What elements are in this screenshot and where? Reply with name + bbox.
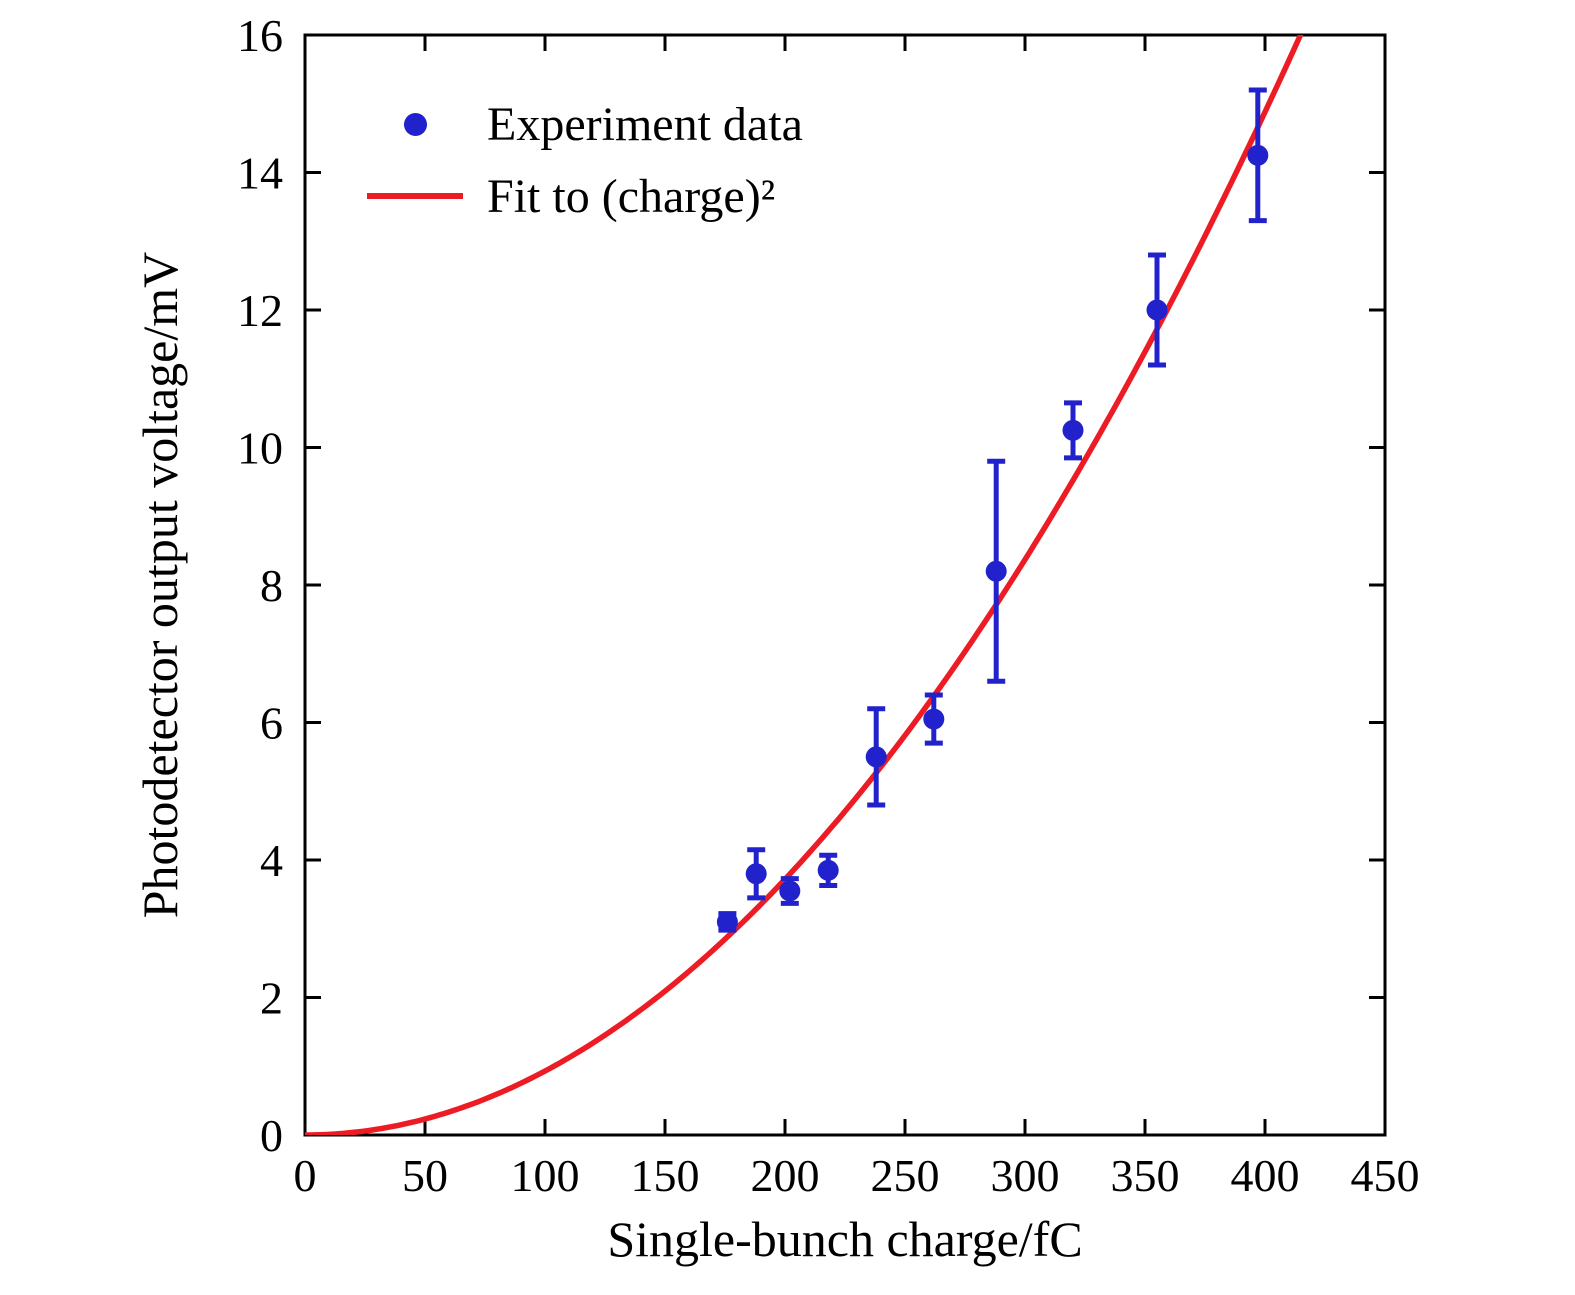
legend-marker-cell bbox=[365, 193, 465, 199]
y-tick-label: 6 bbox=[260, 698, 283, 749]
fit-line-icon bbox=[367, 193, 463, 199]
y-axis-label: Photodetector output voltage/mV bbox=[132, 251, 188, 919]
x-tick-label: 400 bbox=[1231, 1150, 1300, 1201]
x-tick-label: 50 bbox=[402, 1150, 448, 1201]
legend-label-fit: Fit to (charge)² bbox=[487, 169, 776, 223]
y-tick-label: 16 bbox=[237, 10, 283, 61]
data-point bbox=[865, 746, 887, 768]
data-point bbox=[779, 880, 801, 902]
data-point bbox=[985, 560, 1007, 582]
y-tick-label: 0 bbox=[260, 1110, 283, 1161]
legend-label-experiment-data: Experiment data bbox=[487, 97, 803, 151]
y-tick-label: 4 bbox=[260, 835, 283, 886]
data-point bbox=[817, 859, 839, 881]
plot-frame bbox=[303, 33, 1387, 1137]
data-point bbox=[716, 911, 738, 933]
x-tick-label: 300 bbox=[991, 1150, 1060, 1201]
legend-item-experiment-data: Experiment data bbox=[365, 95, 803, 153]
fit-curve bbox=[305, 35, 1304, 1135]
data-point bbox=[1146, 299, 1168, 321]
x-tick-label: 200 bbox=[751, 1150, 820, 1201]
x-tick-label: 250 bbox=[871, 1150, 940, 1201]
x-tick-label: 350 bbox=[1111, 1150, 1180, 1201]
y-tick-label: 2 bbox=[260, 973, 283, 1024]
x-tick-label: 100 bbox=[511, 1150, 580, 1201]
data-point bbox=[1247, 144, 1269, 166]
x-tick-label: 0 bbox=[294, 1150, 317, 1201]
y-tick-label: 14 bbox=[237, 148, 283, 199]
data-point bbox=[923, 708, 945, 730]
data-point bbox=[1062, 419, 1084, 441]
y-tick-label: 10 bbox=[237, 423, 283, 474]
x-tick-label: 150 bbox=[631, 1150, 700, 1201]
y-tick-label: 8 bbox=[260, 560, 283, 611]
legend: Experiment data Fit to (charge)² bbox=[365, 95, 803, 225]
y-tick-label: 12 bbox=[237, 285, 283, 336]
data-point bbox=[745, 863, 767, 885]
x-axis-label: Single-bunch charge/fC bbox=[607, 1211, 1083, 1267]
legend-marker-cell bbox=[365, 112, 465, 136]
legend-item-fit: Fit to (charge)² bbox=[365, 167, 803, 225]
x-tick-label: 450 bbox=[1351, 1150, 1420, 1201]
scatter-marker-icon bbox=[403, 112, 427, 136]
